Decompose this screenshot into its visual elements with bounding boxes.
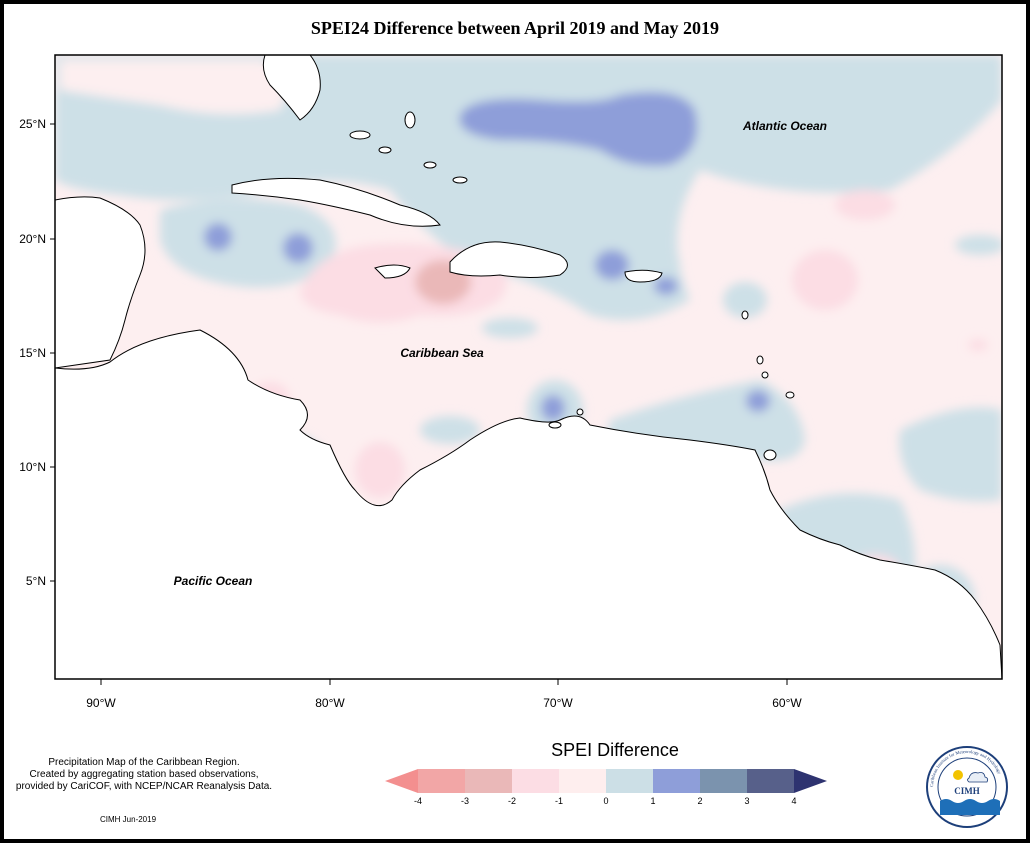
land-mexico xyxy=(55,196,146,369)
label-atlantic-ocean: Atlantic Ocean xyxy=(742,119,827,133)
cimh-logo: CIMH Caribbean Institute for Meteorology… xyxy=(926,746,1008,828)
lat-tick-label: 10°N xyxy=(19,460,46,474)
colorbar-tick-label: 1 xyxy=(650,796,655,806)
colorbar-swatch xyxy=(653,769,700,793)
sun-icon xyxy=(953,770,963,780)
colorbar-tick-label: 4 xyxy=(791,796,796,806)
land-cuba xyxy=(231,177,441,227)
lon-tick-label: 70°W xyxy=(543,696,573,710)
land-jamaica xyxy=(374,264,411,279)
label-caribbean-sea: Caribbean Sea xyxy=(400,346,484,360)
colorbar-tick-label: 0 xyxy=(603,796,608,806)
colorbar-tick-label: -2 xyxy=(508,796,516,806)
colorbar-swatch xyxy=(700,769,747,793)
credit-line: provided by CariCOF, with NCEP/NCAR Rean… xyxy=(15,781,273,792)
colorbar-tick-label: -3 xyxy=(461,796,469,806)
colorbar-swatch-low-arrow xyxy=(385,769,418,793)
land-small-islands xyxy=(349,111,795,461)
cloud-icon xyxy=(967,772,989,783)
colorbar-swatch xyxy=(465,769,512,793)
colorbar-tick-label: 3 xyxy=(744,796,749,806)
waves-icon xyxy=(940,799,1000,815)
lat-tick-label: 15°N xyxy=(19,346,46,360)
land-south-america xyxy=(55,329,1002,679)
date-stamp: CIMH Jun-2019 xyxy=(100,815,157,824)
colorbar-swatch xyxy=(559,769,606,793)
lon-axis: 90°W 80°W 70°W 60°W xyxy=(86,679,802,710)
colorbar-tick-label: -1 xyxy=(555,796,563,806)
land-florida xyxy=(262,55,321,121)
lat-tick-label: 25°N xyxy=(19,117,46,131)
lat-axis: 25°N 20°N 15°N 10°N 5°N xyxy=(19,117,55,588)
label-pacific-ocean: Pacific Ocean xyxy=(174,574,253,588)
lon-tick-label: 90°W xyxy=(86,696,116,710)
colorbar-swatch xyxy=(512,769,559,793)
lat-tick-label: 20°N xyxy=(19,232,46,246)
colorbar-tick-label: -4 xyxy=(414,796,422,806)
lon-tick-label: 80°W xyxy=(315,696,345,710)
credit-line: Created by aggregating station based obs… xyxy=(29,769,259,780)
land-puerto-rico xyxy=(624,269,663,283)
lat-tick-label: 5°N xyxy=(26,574,46,588)
colorbar-tick-label: 2 xyxy=(697,796,702,806)
credit-line: Precipitation Map of the Caribbean Regio… xyxy=(48,757,240,768)
colorbar-swatch xyxy=(747,769,794,793)
legend-title: SPEI Difference xyxy=(551,740,679,760)
lon-tick-label: 60°W xyxy=(772,696,802,710)
colorbar-swatch-high-arrow xyxy=(794,769,827,793)
credit-text: Precipitation Map of the Caribbean Regio… xyxy=(4,757,284,793)
colorbar-swatch xyxy=(418,769,465,793)
logo-text: CIMH xyxy=(954,786,980,796)
map-border xyxy=(54,54,1003,680)
spei-field xyxy=(55,55,1002,679)
colorbar-swatch xyxy=(606,769,653,793)
land-hispaniola xyxy=(449,241,568,278)
map-title: SPEI24 Difference between April 2019 and… xyxy=(310,18,720,38)
colorbar: -4 -3 -2 -1 0 1 2 3 4 xyxy=(385,769,827,806)
